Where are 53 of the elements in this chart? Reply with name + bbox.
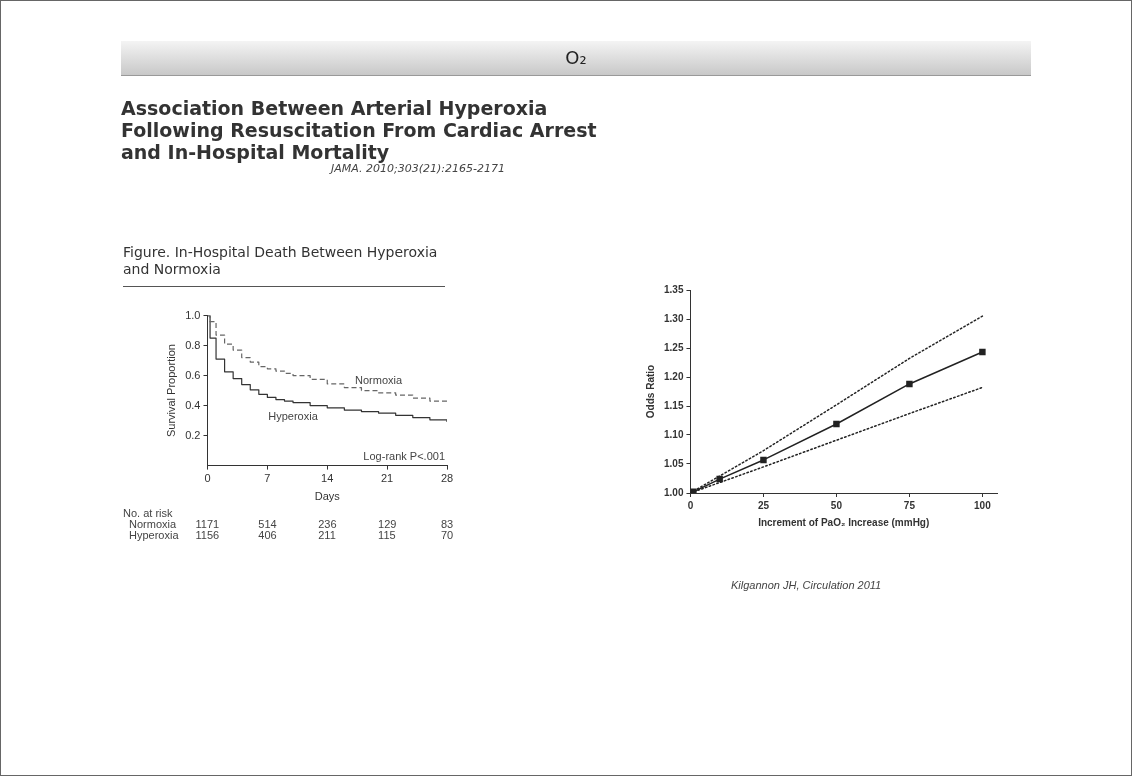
y-tick-label: 1.05 [663,457,684,469]
y-tick-label: 1.35 [663,283,684,295]
x-tick-label: 100 [974,499,992,511]
text: 514 [258,518,277,530]
text: 115 [378,529,396,541]
x-tick-label: 0 [687,499,694,511]
text: 236 [318,518,337,530]
x-tick-label: 14 [321,472,334,485]
text: 129 [378,518,397,530]
point [716,475,723,483]
y-tick-label: 1.15 [663,399,684,411]
text: Normoxia [129,518,177,530]
y-tick-label: 1.30 [663,312,684,324]
text: 211 [318,529,336,541]
y-tick-label: 1.0 [185,308,201,321]
x-tick-label: 25 [757,499,770,511]
point [760,456,767,464]
y-tick-label: 0.8 [185,338,201,351]
text: 70 [441,529,454,541]
point [979,348,986,356]
x-tick-label: 21 [381,472,394,485]
x-tick-label: 28 [440,472,454,485]
y-axis-title: Survival Proportion [164,344,177,438]
text: Association Between Arterial Hyperoxia Following Resuscitation From Cardiac Arrest and In-Hospital Mortality [121,97,598,163]
point [690,488,697,493]
text: 83 [441,518,454,530]
x-tick-label: 75 [903,499,916,511]
x-axis-title: Increment of PaO₂ Increase (mmHg) [758,516,930,528]
y-tick-label: 0.4 [185,398,201,411]
text: Kilgannon JH, Circulation 2011 [731,579,882,591]
y-tick-label: 1.10 [663,428,684,440]
text: No. at risk [123,507,173,519]
y-tick-label: 1.00 [663,486,684,498]
series-label: Hyperoxia [268,409,319,422]
y-tick-label: 1.25 [663,341,684,353]
text: 1156 [195,529,220,541]
point [906,380,913,388]
text: 1171 [195,518,220,530]
x-axis-title: Days [314,490,341,503]
point [833,420,840,428]
y-axis-title: Odds Ratio [644,364,656,419]
x-tick-label: 50 [830,499,843,511]
y-tick-label: 1.20 [663,370,684,382]
x-tick-label: 0 [204,472,211,485]
series-label: Normoxia [355,373,403,386]
x-tick-label: 7 [264,472,271,485]
chart-title: Figure. In-Hospital Death Between Hyperoxia and Normoxia [123,244,445,287]
annotation: Log-rank P<.001 [363,449,445,462]
y-tick-label: 0.2 [185,428,201,441]
text: 406 [258,529,277,541]
y-tick-label: 0.6 [185,368,201,381]
text: Hyperoxia [129,529,179,541]
text: O₂ [121,41,1031,76]
